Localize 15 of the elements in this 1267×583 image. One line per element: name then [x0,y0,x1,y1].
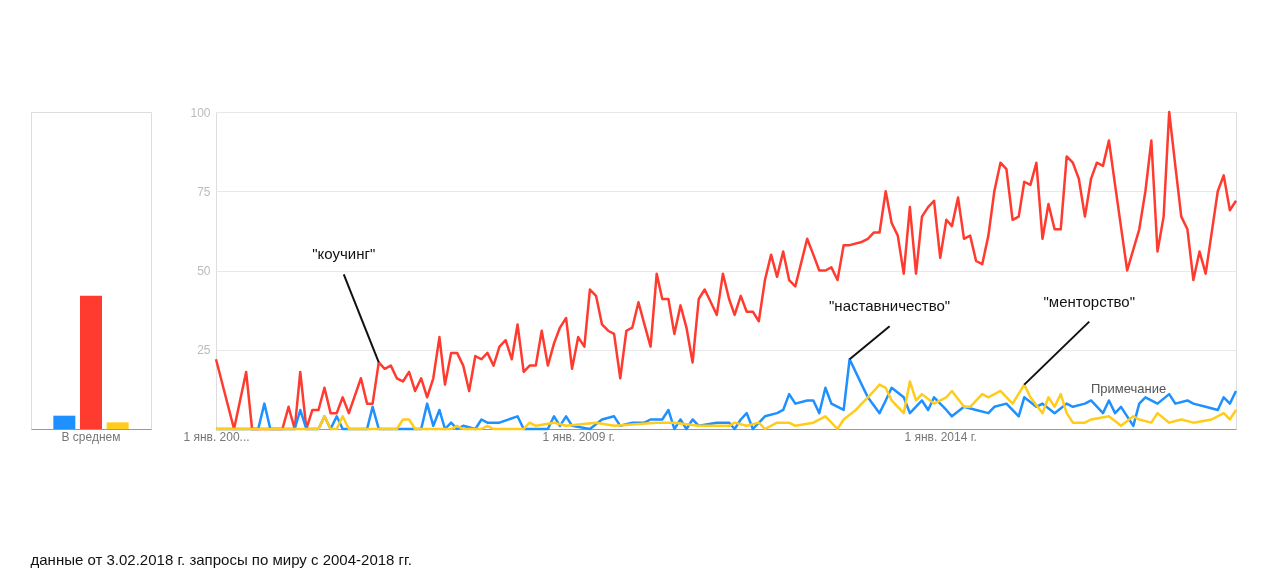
x-tick-label: 1 янв. 2014 г. [904,429,977,444]
x-tick-label: 1 янв. 200... [183,429,250,444]
annotation: "наставничество" [829,297,951,315]
y-tick-label: 100 [190,105,211,120]
annotation: Примечание [1091,381,1167,396]
annotation: "менторство" [1043,292,1136,310]
y-tick-label: 50 [197,264,211,278]
text: данные от 3.02.2018 г. запросы по миру с 2004-2018 гг. [30,550,412,568]
annotation: "коучинг" [312,245,376,263]
y-tick-label: 25 [197,343,211,358]
y-tick-label: 75 [197,184,211,199]
x-tick-label: В среднем [61,429,121,444]
line-series [214,380,1238,431]
line-series [214,110,1238,431]
x-tick-label: 1 янв. 2009 г. [542,429,615,444]
